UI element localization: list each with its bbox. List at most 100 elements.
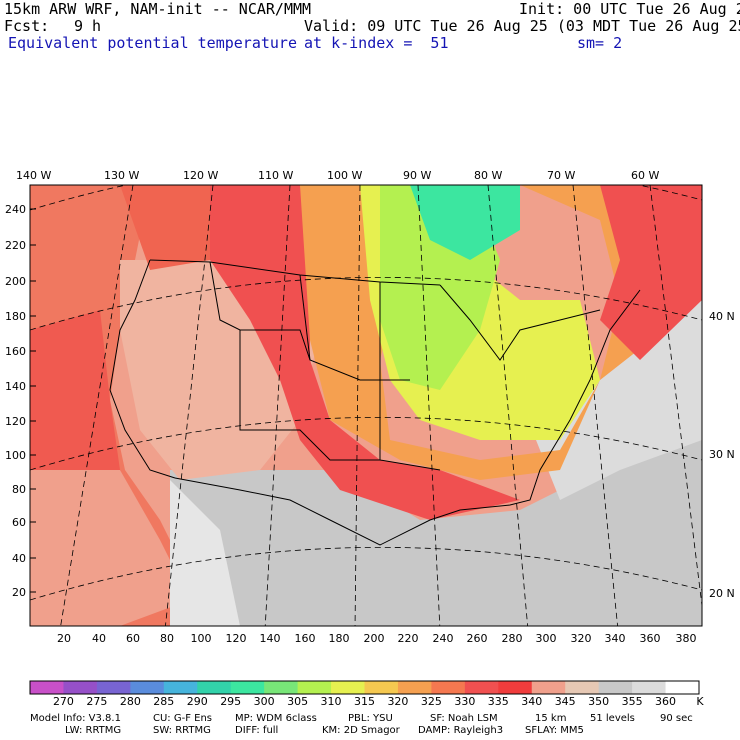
colorbar-swatch <box>331 681 365 694</box>
theta-e-field <box>30 185 702 626</box>
colorbar-label: 335 <box>487 695 509 708</box>
colorbar-label: 325 <box>420 695 442 708</box>
lon-label: 140 W <box>16 169 51 182</box>
microphysics: MP: WDM 6class <box>235 713 317 724</box>
x-index-labels: 20 40 60 80 100 120 140 160 180 200 220 … <box>57 632 697 645</box>
lat-label: 40 N <box>709 310 735 323</box>
graticule <box>30 185 702 626</box>
lon-label: 70 W <box>547 169 575 182</box>
x-tick-label: 220 <box>398 632 419 645</box>
lon-label: 100 W <box>327 169 362 182</box>
y-tick-label: 240 <box>5 203 26 216</box>
colorbar-swatch <box>96 681 131 694</box>
y-tick-label: 180 <box>5 310 26 323</box>
cumulus-scheme: CU: G-F Ens <box>153 713 213 724</box>
grid-spacing: 15 km <box>535 713 567 724</box>
colorbar-swatch <box>665 681 700 694</box>
colorbar-label: 330 <box>454 695 476 708</box>
x-tick-label: 360 <box>640 632 661 645</box>
smoothing: sm= 2 <box>577 34 623 52</box>
colorbar-swatch <box>397 681 432 694</box>
colorbar-label: 305 <box>287 695 309 708</box>
y-tick-label: 60 <box>12 516 26 529</box>
field-name: Equivalent potential temperature <box>8 34 297 52</box>
x-tick-label: 80 <box>160 632 174 645</box>
timestep: 90 sec <box>660 713 693 724</box>
y-tick-label: 80 <box>12 483 26 496</box>
lat-label: 20 N <box>709 587 735 600</box>
y-index-labels: 240 220 200 180 160 140 120 100 80 60 40… <box>5 203 26 599</box>
colorbar <box>30 681 700 694</box>
x-tick-label: 380 <box>676 632 697 645</box>
lon-label: 130 W <box>104 169 139 182</box>
x-tick-label: 160 <box>295 632 316 645</box>
lon-label: 80 W <box>474 169 502 182</box>
colorbar-swatch <box>230 681 265 694</box>
vertical-levels: 51 levels <box>590 713 635 724</box>
shortwave-scheme: SW: RRTMG <box>153 725 211 736</box>
lon-label: 110 W <box>258 169 293 182</box>
x-tick-label: 280 <box>502 632 523 645</box>
x-tick-label: 20 <box>57 632 71 645</box>
colorbar-swatch <box>163 681 198 694</box>
colorbar-swatch <box>364 681 399 694</box>
surface-scheme: SF: Noah LSM <box>430 713 498 724</box>
colorbar-label: 345 <box>554 695 576 708</box>
y-tick-label: 200 <box>5 275 26 288</box>
x-tick-label: 300 <box>536 632 557 645</box>
colorbar-label: 360 <box>655 695 677 708</box>
pbl-scheme: PBL: YSU <box>348 713 393 724</box>
colorbar-label: 315 <box>354 695 375 708</box>
colorbar-label: 270 <box>52 695 74 708</box>
colorbar-swatch <box>30 681 64 694</box>
colorbar-swatch <box>431 681 466 694</box>
colorbar-frame <box>29 680 700 695</box>
x-tick-label: 340 <box>605 632 626 645</box>
x-tick-label: 40 <box>92 632 106 645</box>
y-tick-label: 120 <box>5 415 26 428</box>
y-tick-label: 220 <box>5 239 26 252</box>
init-time: Init: 00 UTC Tue 26 Aug 25 <box>519 0 740 18</box>
model-info: Model Info: V3.8.1 <box>30 713 121 724</box>
plot-frame <box>29 184 703 627</box>
surface-layer: SFLAY: MM5 <box>525 725 584 736</box>
x-tick-label: 320 <box>571 632 592 645</box>
lat-labels: 40 N 30 N 20 N <box>709 310 735 600</box>
colorbar-swatch <box>130 681 165 694</box>
x-tick-label: 140 <box>260 632 281 645</box>
colorbar-label: 310 <box>320 695 342 708</box>
colorbar-swatch <box>565 681 600 694</box>
y-tick-label: 20 <box>12 586 26 599</box>
colorbar-label: 300 <box>253 695 275 708</box>
x-tick-label: 180 <box>329 632 350 645</box>
diffusion: DIFF: full <box>235 725 279 736</box>
valid-time: Valid: 09 UTC Tue 26 Aug 25 (03 MDT Tue … <box>304 17 740 35</box>
damping: DAMP: Rayleigh3 <box>418 725 504 736</box>
forecast-hour: 9 h <box>74 17 102 35</box>
axis-ticks <box>30 208 36 593</box>
colorbar-label: 280 <box>119 695 141 708</box>
colorbar-label: 355 <box>621 695 643 708</box>
x-tick-label: 120 <box>226 632 247 645</box>
colorbar-swatch <box>63 681 98 694</box>
colorbar-swatch <box>464 681 499 694</box>
lon-label: 60 W <box>631 169 659 182</box>
model-title: 15km ARW WRF, NAM-init -- NCAR/MMM <box>4 0 312 18</box>
x-tick-label: 200 <box>364 632 385 645</box>
colorbar-label: 350 <box>588 695 610 708</box>
colorbar-label: 320 <box>387 695 409 708</box>
colorbar-unit: K <box>696 695 704 708</box>
colorbar-label: 285 <box>153 695 175 708</box>
x-tick-label: 260 <box>467 632 488 645</box>
colorbar-label: 290 <box>186 695 208 708</box>
colorbar-label: 295 <box>220 695 242 708</box>
y-tick-label: 160 <box>5 345 26 358</box>
colorbar-swatch <box>598 681 633 694</box>
x-tick-label: 60 <box>126 632 140 645</box>
colorbar-swatch <box>632 681 667 694</box>
y-tick-label: 100 <box>5 449 26 462</box>
colorbar-label: 275 <box>86 695 108 708</box>
y-tick-label: 40 <box>12 552 26 565</box>
lon-labels: 140 W 130 W 120 W 110 W 100 W 90 W 80 W … <box>16 169 659 182</box>
